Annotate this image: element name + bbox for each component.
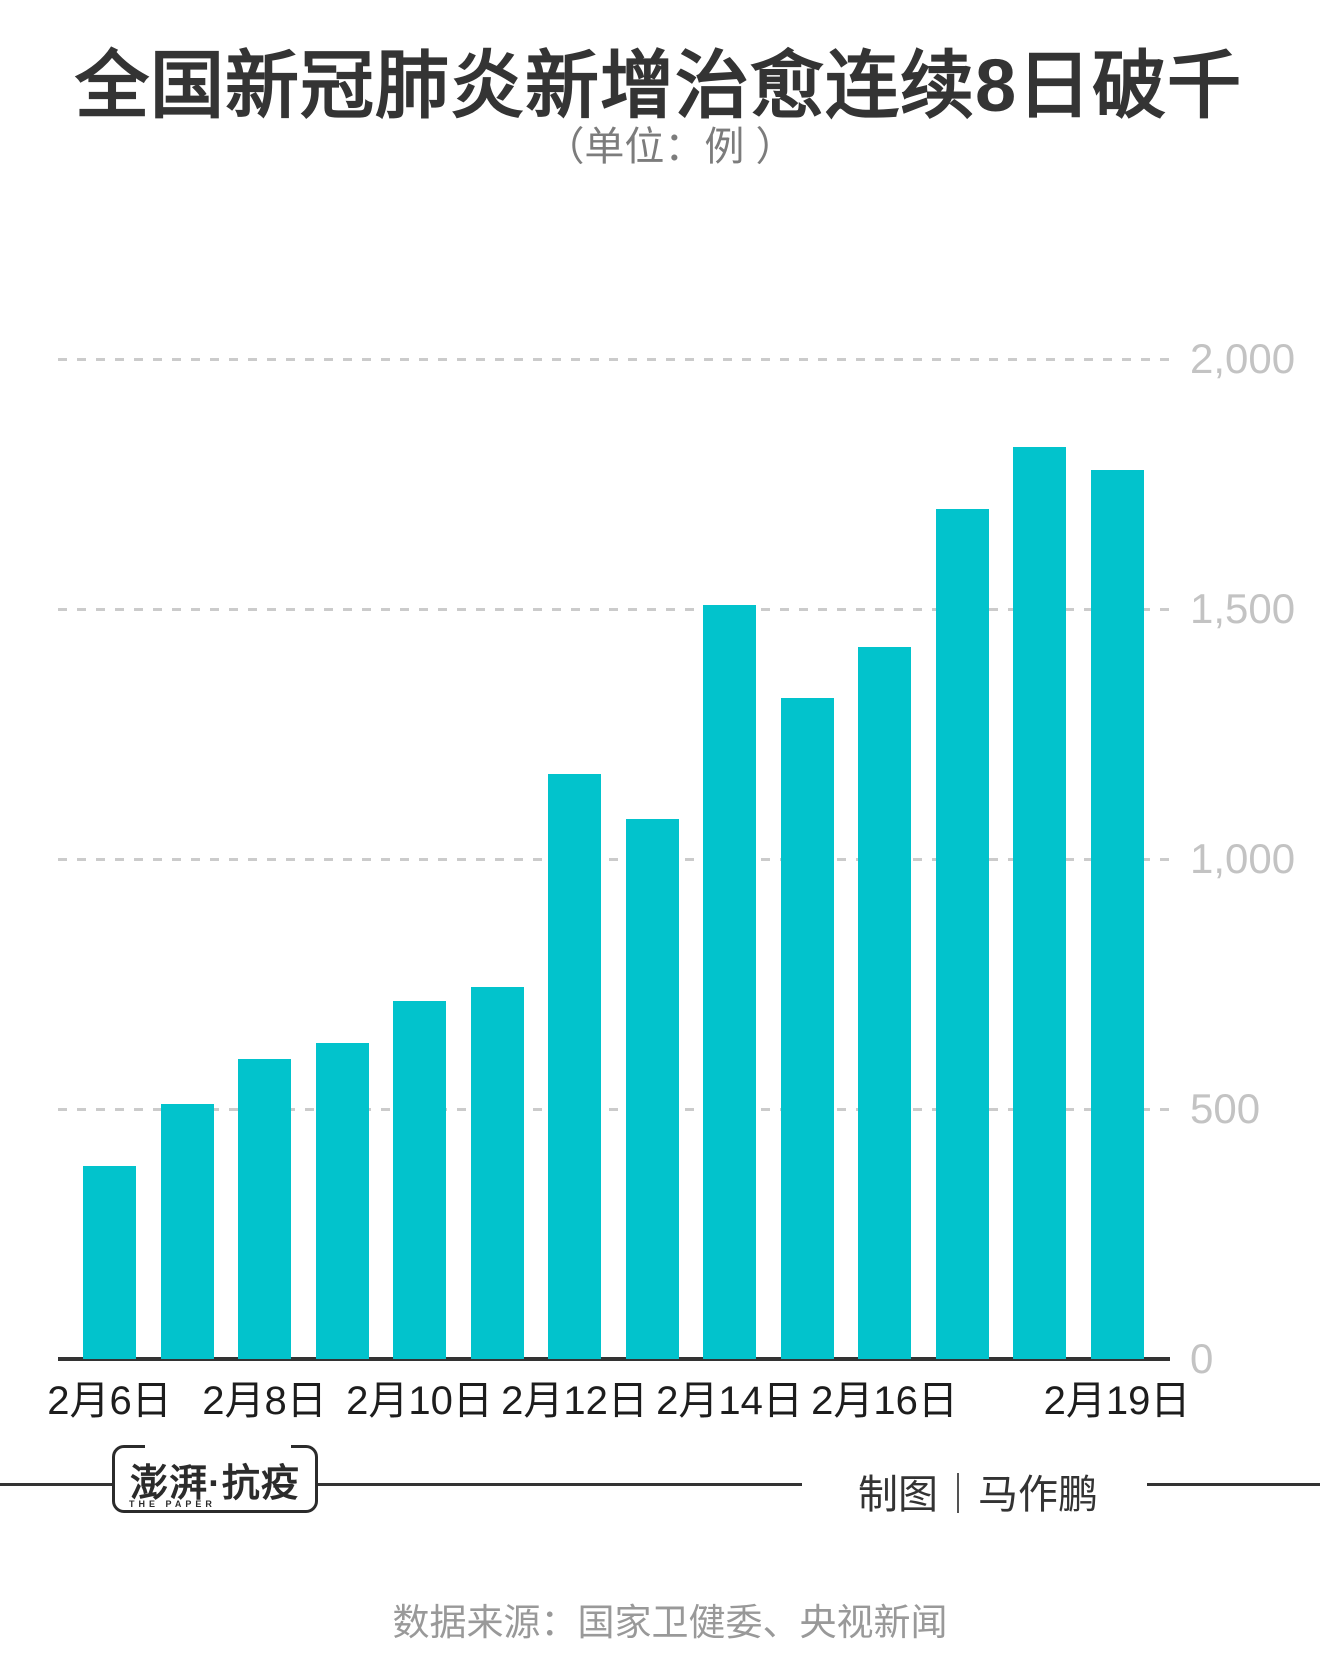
bar-2月15日 <box>780 697 834 1359</box>
bar-chart: 2,000 1,500 1,000 500 0 2月6日 2月8日 2月10日 2月12日 2月1… <box>0 200 1340 1440</box>
x-axis-label-2月12日: 2月12日 <box>501 1379 648 1423</box>
footer-rule-left <box>0 1483 112 1486</box>
logo-border-gap <box>145 1444 291 1449</box>
thepaper-logo: 澎湃·抗疫 THE PAPER <box>112 1444 318 1513</box>
bar-2月7日 <box>160 1104 214 1359</box>
bar-2月18日 <box>1013 447 1066 1359</box>
credit-text: 制图｜马作鹏 <box>858 1473 1098 1517</box>
bar-2月10日 <box>393 1001 446 1359</box>
bar-2月14日 <box>703 605 756 1359</box>
bar-2月9日 <box>315 1043 369 1359</box>
gridline-1000 <box>58 857 1170 861</box>
bar-2月6日 <box>83 1165 136 1359</box>
y-axis-label-1500: 1,500 <box>1190 585 1296 632</box>
x-axis-label-2月19日: 2月19日 <box>1043 1379 1191 1423</box>
y-axis-label-1000: 1,000 <box>1190 835 1296 882</box>
logo-text-cn: 澎湃·抗疫 <box>130 1462 300 1505</box>
chart-unit-subtitle: （单位：例 ） <box>544 125 796 169</box>
x-axis-label-2月8日: 2月8日 <box>202 1379 327 1423</box>
chart-title: 全国新冠肺炎新增治愈连续8日破千 <box>75 44 1243 127</box>
gridline-500 <box>58 1107 1170 1111</box>
y-axis-label-0: 0 <box>1190 1335 1214 1382</box>
gridline-2000 <box>58 357 1170 361</box>
bar-2月17日 <box>935 508 989 1359</box>
bar-2月19日 <box>1090 469 1144 1359</box>
y-axis-label-2000: 2,000 <box>1190 335 1296 382</box>
bar-2月13日 <box>625 818 679 1359</box>
gridline-1500 <box>58 607 1170 611</box>
bar-2月12日 <box>548 773 601 1359</box>
source-text: 数据来源：国家卫健委、央视新闻 <box>392 1602 948 1643</box>
bar-2月8日 <box>238 1059 291 1359</box>
y-axis-label-500: 500 <box>1190 1085 1261 1132</box>
bar-2月16日 <box>858 646 911 1359</box>
x-axis-label-2月10日: 2月10日 <box>346 1379 493 1423</box>
x-axis-label-2月16日: 2月16日 <box>811 1379 958 1423</box>
x-axis-line <box>58 1357 1170 1361</box>
logo-text-en: THE PAPER <box>129 1499 216 1509</box>
footer-rule-right <box>1147 1483 1320 1486</box>
x-axis-label-2月6日: 2月6日 <box>47 1379 172 1423</box>
x-axis-label-2月14日: 2月14日 <box>656 1379 803 1423</box>
bar-2月11日 <box>470 987 524 1359</box>
footer-rule-middle <box>318 1483 802 1486</box>
